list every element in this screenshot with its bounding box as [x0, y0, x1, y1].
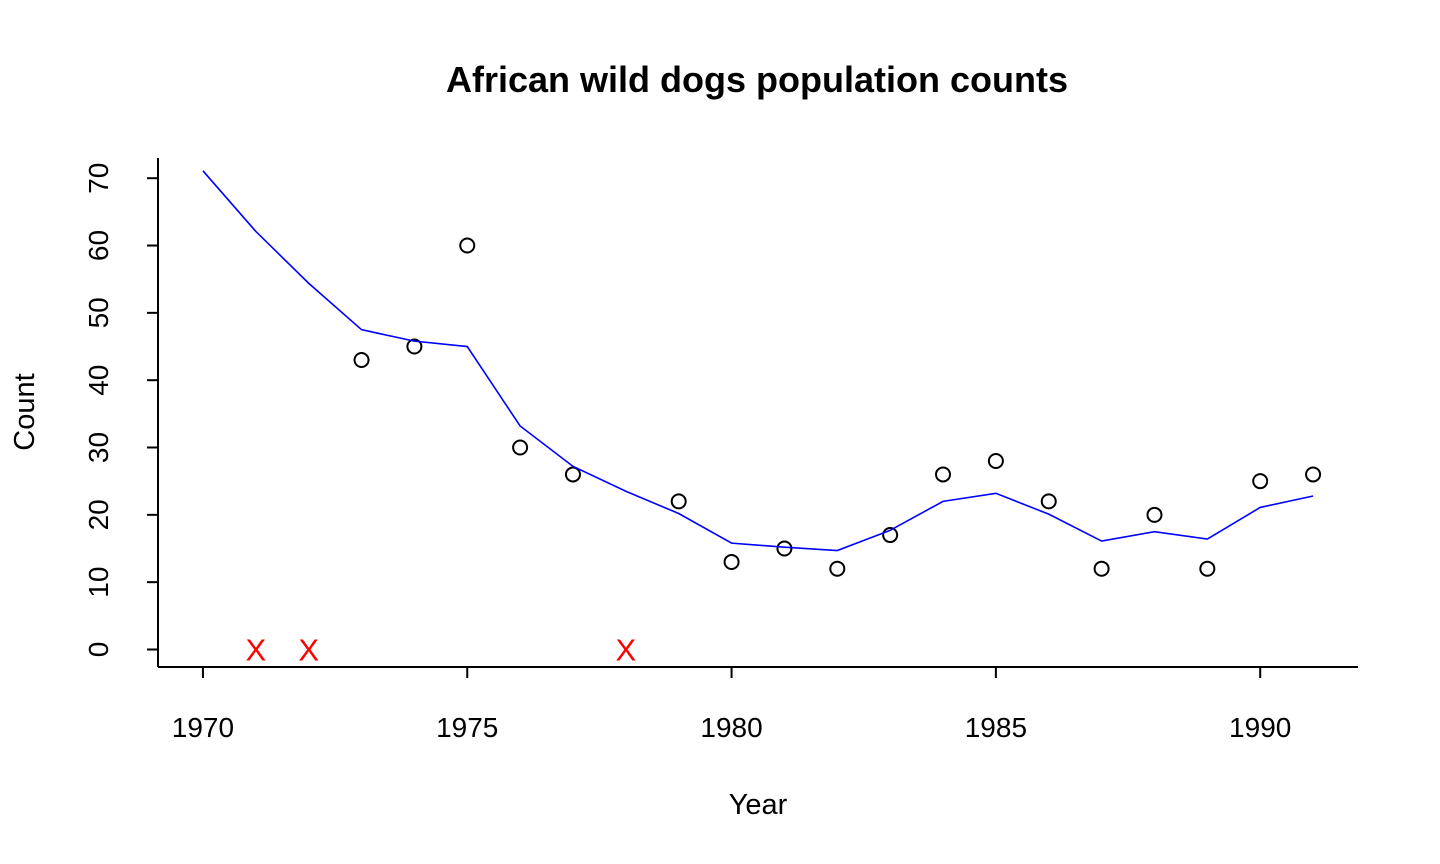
missing-value-marker: X [298, 632, 319, 667]
x-tick-label: 1975 [436, 712, 498, 743]
x-axis-label: Year [729, 789, 788, 821]
data-point [1252, 473, 1269, 490]
data-point [987, 452, 1004, 469]
x-tick-label: 1970 [172, 712, 234, 743]
data-point [1040, 493, 1057, 510]
missing-value-marker: X [615, 632, 636, 667]
data-point [670, 493, 687, 510]
x-tick-label: 1985 [965, 712, 1027, 743]
data-point [829, 560, 846, 577]
data-point [459, 237, 476, 254]
y-axis-label: Count [9, 373, 41, 450]
y-tick-label: 0 [83, 642, 114, 658]
data-point [353, 351, 370, 368]
y-tick-label: 70 [83, 163, 114, 194]
x-tick-label: 1990 [1229, 712, 1291, 743]
fitted-line [202, 170, 1314, 552]
x-tick-label: 1980 [700, 712, 762, 743]
data-point [776, 540, 793, 557]
data-point [1093, 560, 1110, 577]
data-point [564, 466, 581, 483]
data-point [1199, 560, 1216, 577]
data-point [882, 527, 899, 544]
y-tick-label: 10 [83, 567, 114, 598]
data-point [406, 338, 423, 355]
data-point [512, 439, 529, 456]
chart-title: African wild dogs population counts [446, 59, 1068, 100]
data-point [935, 466, 952, 483]
y-tick-label: 50 [83, 297, 114, 328]
data-point [1305, 466, 1322, 483]
data-point [723, 553, 740, 570]
y-tick-label: 30 [83, 432, 114, 463]
y-tick-label: 40 [83, 365, 114, 396]
y-tick-label: 20 [83, 499, 114, 530]
data-point [1146, 506, 1163, 523]
y-tick-label: 60 [83, 230, 114, 261]
missing-value-marker: X [245, 632, 266, 667]
